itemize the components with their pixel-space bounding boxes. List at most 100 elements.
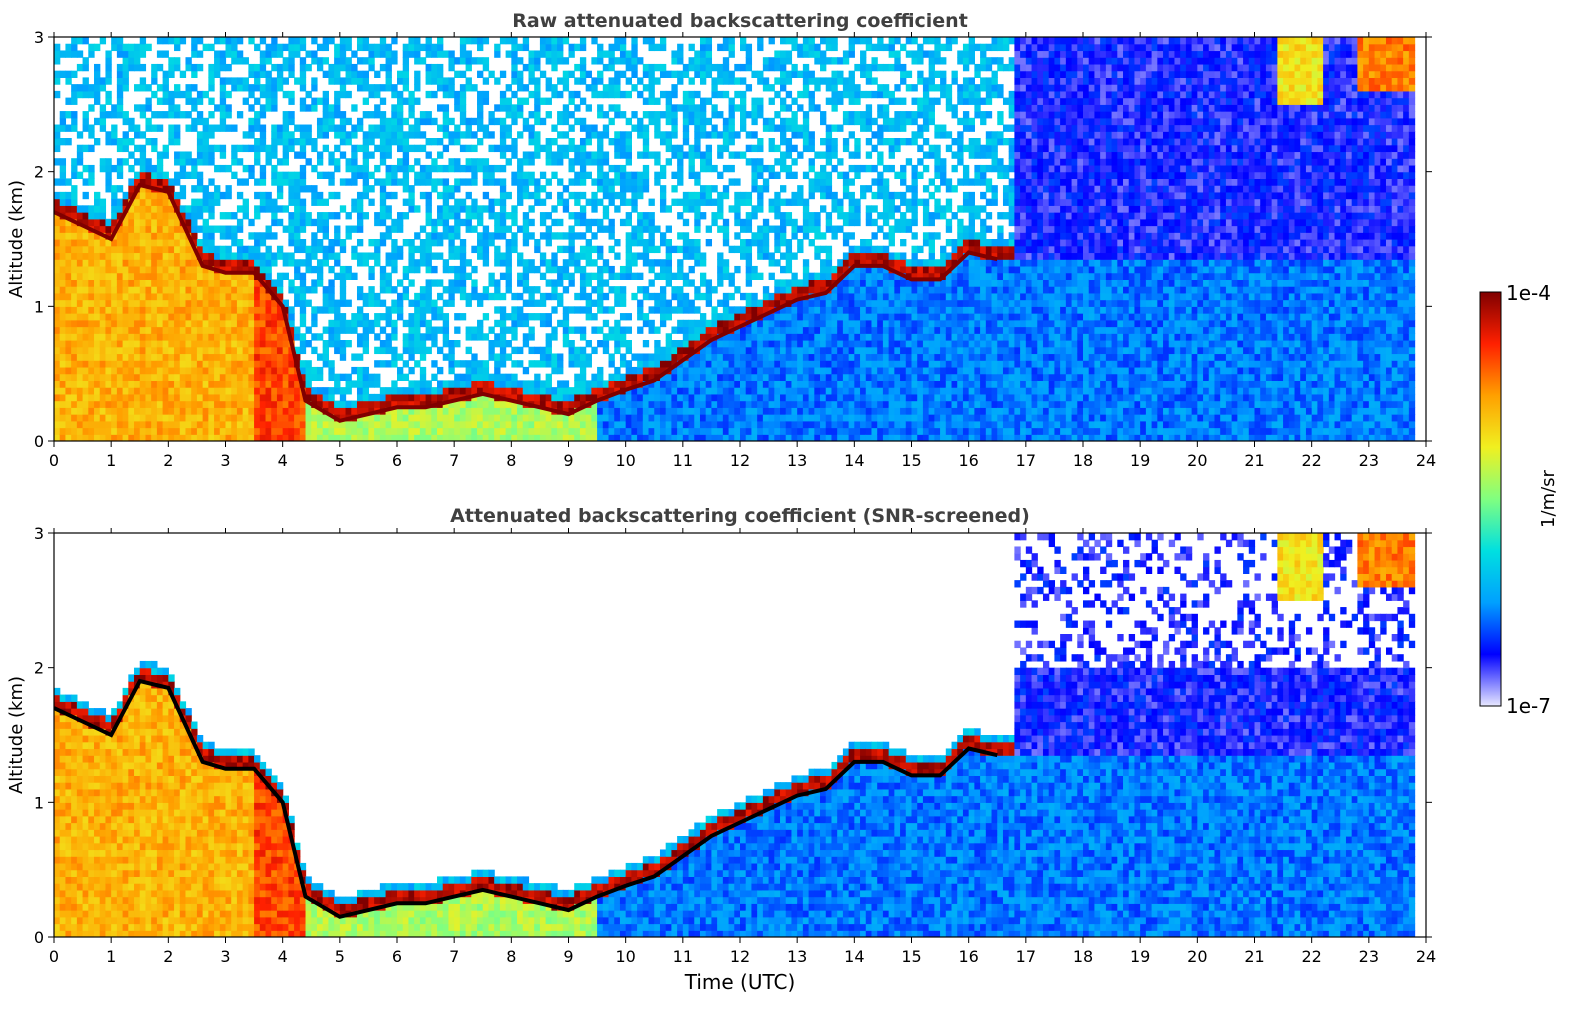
heatmap-cell (734, 333, 740, 340)
heatmap-cell (626, 374, 632, 381)
heatmap-cell (260, 333, 266, 340)
heatmap-cell (363, 300, 369, 307)
heatmap-cell (77, 313, 83, 320)
heatmap-cell (334, 71, 340, 78)
heatmap-cell (380, 273, 386, 280)
heatmap-cell (677, 273, 683, 280)
heatmap-cell (168, 91, 174, 98)
heatmap-cell (145, 374, 151, 381)
heatmap-cell (414, 125, 420, 132)
heatmap-cell (517, 273, 523, 280)
heatmap-cell (214, 199, 220, 206)
heatmap-cell (266, 71, 272, 78)
heatmap-cell (706, 374, 712, 381)
heatmap-cell (163, 219, 169, 226)
heatmap-cell (208, 333, 214, 340)
heatmap-cell (197, 414, 203, 421)
heatmap-cell (563, 327, 569, 334)
heatmap-cell (443, 300, 449, 307)
heatmap-cell (740, 380, 746, 387)
heatmap-cell (323, 212, 329, 219)
heatmap-cell (328, 327, 334, 334)
heatmap-cell (283, 226, 289, 233)
heatmap-cell (649, 407, 655, 414)
heatmap-cell (220, 313, 226, 320)
heatmap-cell (191, 185, 197, 192)
heatmap-cell (580, 212, 586, 219)
heatmap-cell (569, 50, 575, 57)
heatmap-cell (569, 226, 575, 233)
heatmap-cell (488, 131, 494, 138)
heatmap-cell (729, 37, 735, 44)
heatmap-cell (603, 380, 609, 387)
heatmap-cell (443, 145, 449, 152)
heatmap-cell (574, 360, 580, 367)
heatmap-cell (431, 64, 437, 71)
heatmap-cell (626, 64, 632, 71)
heatmap-cell (380, 64, 386, 71)
heatmap-cell (100, 246, 106, 253)
heatmap-cell (237, 226, 243, 233)
heatmap-cell (100, 104, 106, 111)
heatmap-cell (603, 172, 609, 179)
heatmap-cell (500, 185, 506, 192)
heatmap-cell (231, 172, 237, 179)
heatmap-cell (317, 367, 323, 374)
heatmap-cell (351, 353, 357, 360)
heatmap-cell (448, 414, 454, 421)
heatmap-cell (466, 347, 472, 354)
heatmap-cell (111, 125, 117, 132)
heatmap-cell (203, 199, 209, 206)
heatmap-cell (557, 77, 563, 84)
heatmap-cell (643, 98, 649, 105)
heatmap-cell (83, 84, 89, 91)
heatmap-cell (248, 421, 254, 428)
heatmap-cell (248, 367, 254, 374)
heatmap-cell (83, 178, 89, 185)
heatmap-cell (226, 313, 232, 320)
heatmap-cell (83, 232, 89, 239)
heatmap-cell (185, 387, 191, 394)
heatmap-cell (174, 131, 180, 138)
heatmap-cell (397, 428, 403, 435)
heatmap-cell (614, 347, 620, 354)
heatmap-cell (580, 145, 586, 152)
heatmap-cell (466, 118, 472, 125)
heatmap-cell (694, 286, 700, 293)
heatmap-cell (208, 407, 214, 414)
heatmap-cell (351, 172, 357, 179)
heatmap-cell (443, 232, 449, 239)
heatmap-cell (151, 232, 157, 239)
heatmap-cell (649, 293, 655, 300)
heatmap-cell (260, 205, 266, 212)
heatmap-cell (300, 165, 306, 172)
heatmap-cell (620, 192, 626, 199)
heatmap-cell (357, 219, 363, 226)
heatmap-cell (88, 340, 94, 347)
heatmap-cell (340, 64, 346, 71)
heatmap-cell (706, 407, 712, 414)
heatmap-cell (306, 340, 312, 347)
heatmap-cell (437, 306, 443, 313)
heatmap-cell (185, 266, 191, 273)
heatmap-cell (226, 286, 232, 293)
heatmap-cell (111, 306, 117, 313)
heatmap-cell (488, 340, 494, 347)
heatmap-cell (151, 327, 157, 334)
heatmap-cell (140, 212, 146, 219)
heatmap-cell (557, 246, 563, 253)
heatmap-cell (65, 111, 71, 118)
heatmap-cell (723, 313, 729, 320)
heatmap-cell (346, 57, 352, 64)
heatmap-area (54, 37, 1415, 442)
heatmap-cell (689, 279, 695, 286)
heatmap-cell (734, 64, 740, 71)
heatmap-cell (105, 286, 111, 293)
heatmap-cell (100, 327, 106, 334)
heatmap-cell (700, 313, 706, 320)
heatmap-cell (643, 286, 649, 293)
heatmap-cell (500, 380, 506, 387)
heatmap-cell (660, 306, 666, 313)
heatmap-cell (614, 367, 620, 374)
heatmap-cell (117, 64, 123, 71)
